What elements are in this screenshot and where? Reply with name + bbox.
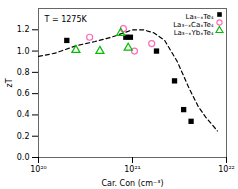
svg-text:La₃₋ₓYbₓTe₄: La₃₋ₓYbₓTe₄ [174,29,214,37]
svg-text:0.4: 0.4 [17,110,30,119]
svg-text:0.8: 0.8 [17,68,30,77]
svg-text:0.2: 0.2 [17,132,30,141]
svg-text:La₃₋ₓCaₓTe₄: La₃₋ₓCaₓTe₄ [173,21,213,29]
svg-text:10²¹: 10²¹ [124,165,141,174]
svg-text:10²²: 10²² [218,165,235,174]
svg-text:Car. Con (cm⁻³): Car. Con (cm⁻³) [101,179,163,188]
svg-text:T = 1275K: T = 1275K [44,15,88,24]
svg-text:zT: zT [5,78,14,87]
svg-text:10²⁰: 10²⁰ [30,165,47,174]
svg-text:1.2: 1.2 [17,25,30,34]
svg-text:La₃₋ₓTe₄: La₃₋ₓTe₄ [186,13,214,21]
svg-text:1.0: 1.0 [17,47,30,56]
svg-text:0.6: 0.6 [17,89,30,98]
svg-text:0.0: 0.0 [17,153,30,162]
